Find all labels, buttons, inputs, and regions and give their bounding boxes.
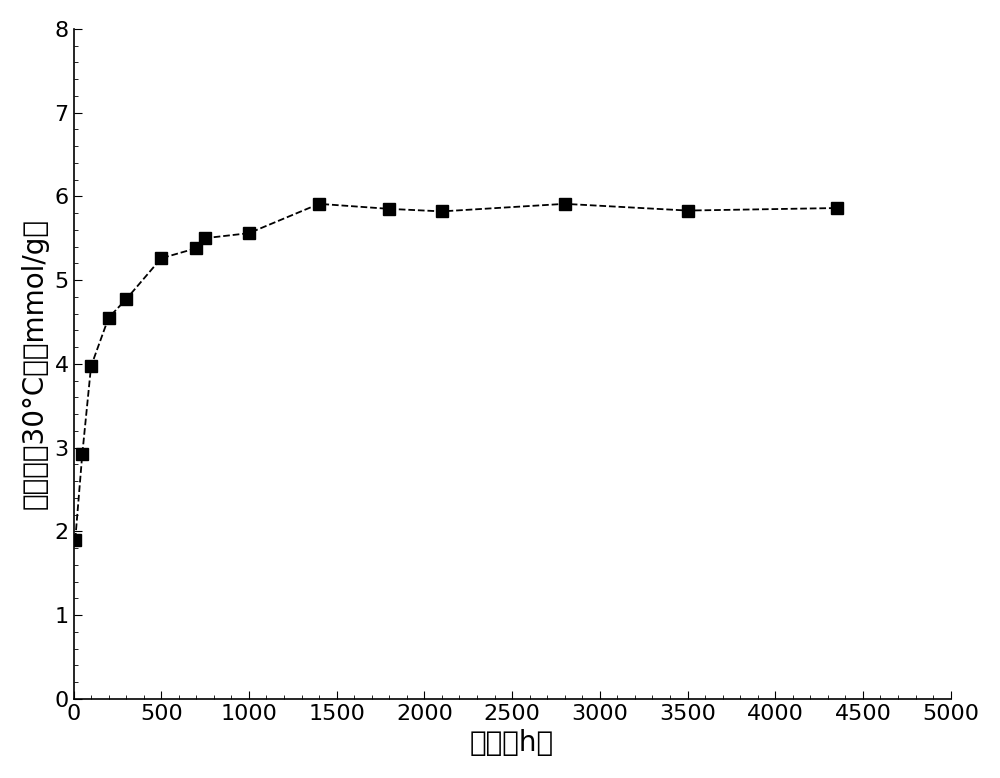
Y-axis label: 吸附量（30°C）（mmol/g）: 吸附量（30°C）（mmol/g）: [21, 219, 49, 510]
X-axis label: 时间（h）: 时间（h）: [470, 729, 554, 757]
